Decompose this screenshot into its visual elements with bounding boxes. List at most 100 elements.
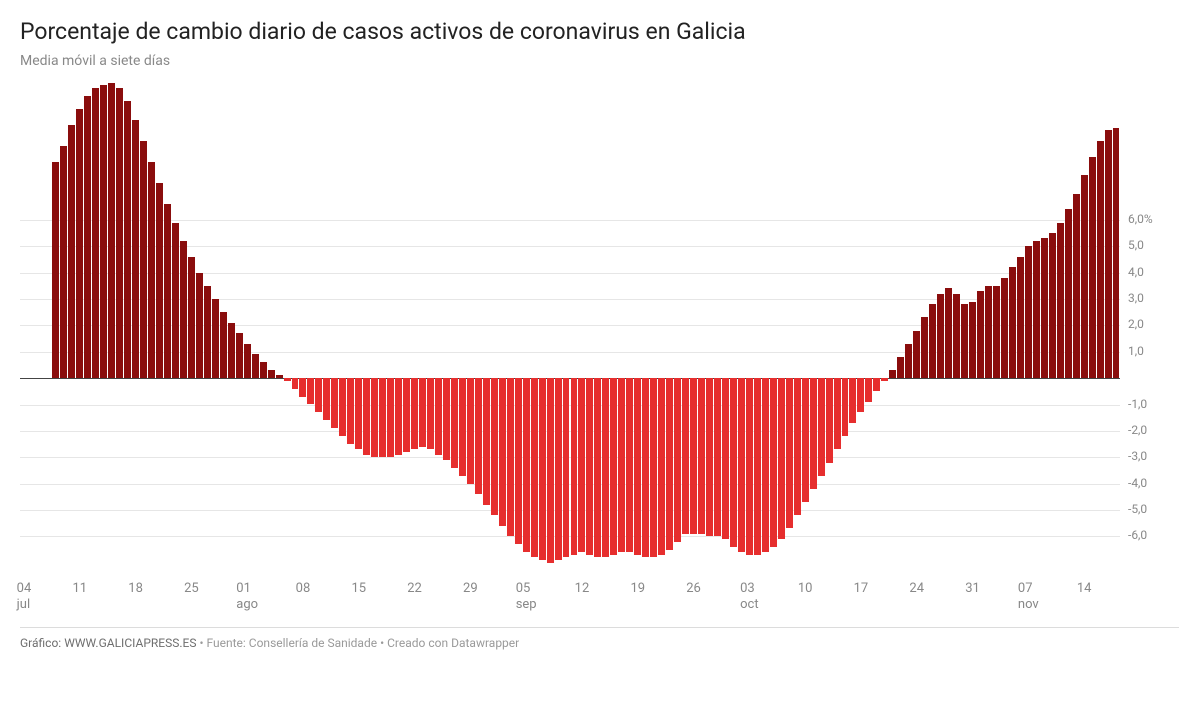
bar bbox=[228, 323, 235, 378]
bar bbox=[1113, 128, 1120, 379]
x-tick-label: 12 bbox=[575, 581, 590, 597]
bar bbox=[1009, 267, 1016, 378]
bar bbox=[722, 378, 729, 539]
bar bbox=[1001, 278, 1008, 378]
x-tick-label: 29 bbox=[463, 581, 478, 597]
bar bbox=[124, 101, 131, 378]
bar bbox=[873, 378, 880, 391]
bar bbox=[969, 302, 976, 378]
bar bbox=[467, 378, 474, 483]
bar bbox=[220, 312, 227, 378]
bar bbox=[578, 378, 585, 552]
y-tick-label: -4,0 bbox=[1128, 476, 1147, 490]
bar bbox=[810, 378, 817, 489]
y-tick-label: 4,0 bbox=[1128, 265, 1144, 279]
footer-source-label: Fuente: bbox=[206, 636, 245, 650]
bar bbox=[650, 378, 657, 557]
bar bbox=[284, 378, 291, 381]
bar bbox=[921, 317, 928, 378]
bar bbox=[212, 299, 219, 378]
bar bbox=[292, 378, 299, 389]
x-tick-label: 19 bbox=[630, 581, 645, 597]
bar bbox=[778, 378, 785, 539]
bar bbox=[953, 294, 960, 378]
bar bbox=[993, 286, 1000, 378]
bar bbox=[403, 378, 410, 452]
bar bbox=[196, 273, 203, 378]
bar bbox=[108, 83, 115, 378]
bar bbox=[714, 378, 721, 536]
bar bbox=[435, 378, 442, 454]
bar bbox=[571, 378, 578, 555]
y-tick-label: -2,0 bbox=[1128, 423, 1147, 437]
bar bbox=[634, 378, 641, 555]
x-tick-label: 08 bbox=[296, 581, 311, 597]
bar bbox=[499, 378, 506, 526]
bar bbox=[1049, 233, 1056, 378]
y-tick-label: 5,0 bbox=[1128, 238, 1144, 252]
bar bbox=[411, 378, 418, 449]
bar bbox=[188, 257, 195, 378]
bar bbox=[1097, 141, 1104, 378]
bar bbox=[339, 378, 346, 436]
bar bbox=[610, 378, 617, 555]
footer-chart-value: WWW.GALICIAPRESS.ES bbox=[64, 636, 196, 650]
bar bbox=[100, 85, 107, 378]
bar bbox=[1033, 241, 1040, 378]
plot-area: 6,0%5,04,03,02,01,0-1,0-2,0-3,0-4,0-5,0-… bbox=[20, 83, 1175, 623]
bar bbox=[60, 146, 67, 378]
bar bbox=[299, 378, 306, 396]
bar bbox=[347, 378, 354, 444]
bar bbox=[770, 378, 777, 547]
bar bbox=[307, 378, 314, 404]
bar bbox=[148, 162, 155, 378]
bar bbox=[76, 109, 83, 378]
y-tick-label: 2,0 bbox=[1128, 317, 1144, 331]
bar bbox=[260, 362, 267, 378]
chart-title: Porcentaje de cambio diario de casos act… bbox=[20, 18, 1179, 47]
bar bbox=[602, 378, 609, 557]
bar bbox=[913, 331, 920, 378]
bar bbox=[363, 378, 370, 454]
bar bbox=[754, 378, 761, 555]
bar bbox=[849, 378, 856, 423]
bar bbox=[547, 378, 554, 563]
bar bbox=[475, 378, 482, 494]
bar bbox=[395, 378, 402, 454]
bar bbox=[244, 344, 251, 378]
bar bbox=[881, 378, 888, 381]
bar bbox=[491, 378, 498, 515]
bar bbox=[276, 375, 283, 378]
bar bbox=[961, 304, 968, 378]
bar bbox=[594, 378, 601, 557]
bar bbox=[52, 162, 59, 378]
bar bbox=[865, 378, 872, 402]
bar bbox=[1105, 130, 1112, 378]
bar bbox=[331, 378, 338, 428]
bar bbox=[515, 378, 522, 544]
chart-footer: Gráfico: WWW.GALICIAPRESS.ES • Fuente: C… bbox=[20, 627, 1179, 650]
bar bbox=[140, 141, 147, 378]
chart-subtitle: Media móvil a siete días bbox=[20, 53, 1179, 69]
bar bbox=[905, 344, 912, 378]
bar bbox=[523, 378, 530, 552]
bar bbox=[68, 125, 75, 378]
bar bbox=[427, 378, 434, 449]
bar bbox=[977, 291, 984, 378]
bar bbox=[794, 378, 801, 515]
x-tick-label: 14 bbox=[1077, 581, 1092, 597]
bar bbox=[666, 378, 673, 549]
bar bbox=[419, 378, 426, 447]
bar bbox=[857, 378, 864, 412]
bar bbox=[1073, 194, 1080, 379]
bar bbox=[945, 288, 952, 378]
bar bbox=[1081, 175, 1088, 378]
y-tick-label: 6,0% bbox=[1128, 212, 1153, 226]
bar bbox=[555, 378, 562, 560]
bar bbox=[730, 378, 737, 547]
bar bbox=[1089, 157, 1096, 379]
bar bbox=[746, 378, 753, 555]
bar bbox=[1025, 246, 1032, 378]
bar bbox=[451, 378, 458, 468]
footer-tool: Creado con Datawrapper bbox=[387, 636, 519, 650]
